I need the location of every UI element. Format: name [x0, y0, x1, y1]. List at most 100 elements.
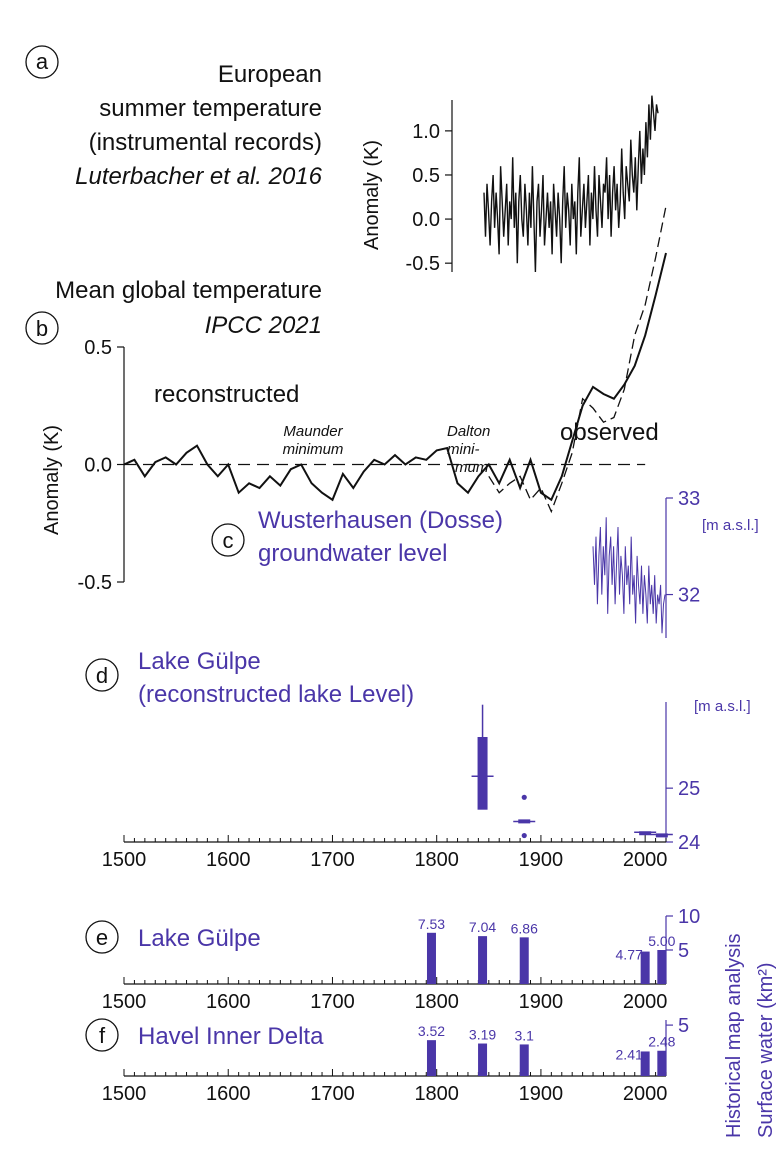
bar-data-label: 3.19: [469, 1027, 496, 1043]
panel-a-title-1: European: [218, 61, 322, 88]
f-tick-label: 1500: [102, 1083, 147, 1105]
f-tick-label: 5: [678, 1015, 689, 1037]
panel-d-y-axis: 25 24: [665, 702, 700, 854]
dalton-label-3: mum: [455, 459, 488, 476]
panel-b-source: IPCC 2021: [205, 312, 322, 339]
panel-b-letter: b: [36, 316, 48, 341]
panel-d-letter: d: [96, 663, 108, 688]
bar-data-label: 6.86: [511, 920, 538, 936]
d-tick-label: 1800: [414, 849, 459, 871]
bar: [640, 951, 650, 984]
panel-b-title: Mean global temperature: [55, 277, 322, 304]
e-tick-label: 1600: [206, 991, 251, 1013]
panel-f: f Havel Inner Delta 5 1500 1600 1700 1800 19…: [85, 1015, 689, 1105]
c-tick-label: 32: [678, 585, 700, 607]
bar-data-label: 7.04: [469, 919, 496, 935]
maunder-label-2: minimum: [283, 441, 344, 458]
lake-level-boxes: [471, 704, 673, 839]
box: [639, 831, 652, 836]
panel-c-unit: [m a.s.l.]: [702, 517, 759, 534]
bar: [426, 1040, 436, 1076]
panel-c-title-2: groundwater level: [258, 540, 447, 567]
bar: [640, 1051, 650, 1076]
panel-b-ylabel: Anomaly (K): [41, 425, 63, 535]
bar: [426, 932, 436, 984]
panel-b-circle: [25, 311, 59, 345]
bar: [657, 950, 667, 984]
e-tick-label: 10: [678, 906, 700, 928]
outlier-point: [521, 794, 527, 800]
panel-a-y-axis: 1.0 0.5 0.0 -0.5: [406, 100, 453, 275]
f-tick-label: 1600: [206, 1083, 251, 1105]
d-tick-label: 25: [678, 778, 700, 800]
panel-a: a European summer temperature (instrumen…: [25, 45, 659, 275]
b-tick-label: -0.5: [78, 572, 112, 594]
reconstructed-label: reconstructed: [154, 381, 299, 408]
bar-data-label: 3.1: [515, 1027, 535, 1043]
panel-f-x-axis: 1500 1600 1700 1800 1900 2000: [102, 1069, 668, 1105]
bar-data-label: 2.41: [616, 1046, 643, 1062]
panel-d: d Lake Gülpe (reconstructed lake Level) …: [85, 648, 751, 871]
panel-f-circle: [85, 1018, 119, 1052]
b-tick-label: 0.0: [84, 455, 112, 477]
box: [477, 737, 488, 810]
panel-c-y-axis: 33 32: [665, 488, 700, 638]
b-tick-label: 0.5: [84, 337, 112, 359]
bar: [478, 936, 488, 984]
e-tick-label: 1700: [310, 991, 355, 1013]
panel-c-circle: [211, 523, 245, 557]
panel-a-title-3: (instrumental records): [89, 129, 322, 156]
bar: [657, 1050, 667, 1076]
panel-b-y-axis: 0.5 0.0 -0.5: [78, 337, 125, 594]
dalton-label-1: Dalton: [447, 423, 490, 440]
lake-gulpe-bars: 7.53 7.04 6.86 4.77 5.00: [418, 916, 676, 984]
panel-e: e Lake Gülpe 10 5 1500 1600 1700 1800 1900 200…: [85, 906, 700, 1013]
reconstructed-line: [123, 252, 667, 502]
panel-b: Mean global temperature IPCC 2021 b Anom…: [25, 205, 667, 594]
bar: [519, 937, 529, 984]
box: [655, 833, 668, 838]
bar-data-label: 5.00: [648, 933, 675, 949]
d-tick-label: 1700: [310, 849, 355, 871]
d-tick-label: 2000: [623, 849, 668, 871]
e-tick-label: 1500: [102, 991, 147, 1013]
panel-c-title-1: Wusterhausen (Dosse): [258, 507, 503, 534]
c-tick-label: 33: [678, 488, 700, 510]
panel-a-ylabel: Anomaly (K): [361, 140, 383, 250]
right-axis-label-1: Historical map analysis: [723, 933, 745, 1138]
panel-c-letter: c: [223, 528, 234, 553]
e-tick-label: 2000: [623, 991, 668, 1013]
f-tick-label: 2000: [623, 1083, 668, 1105]
outlier-point: [521, 832, 527, 839]
d-tick-label: 1600: [206, 849, 251, 871]
panel-d-title-1: Lake Gülpe: [138, 648, 261, 675]
a-tick-label: 1.0: [412, 121, 440, 143]
e-tick-label: 5: [678, 940, 689, 962]
e-tick-label: 1900: [519, 991, 564, 1013]
panel-a-temperature-line: [483, 95, 659, 273]
groundwater-line: [592, 517, 666, 634]
f-tick-label: 1800: [414, 1083, 459, 1105]
panel-e-letter: e: [96, 925, 108, 950]
f-tick-label: 1700: [310, 1083, 355, 1105]
panel-d-title-2: (reconstructed lake Level): [138, 681, 414, 708]
bar: [519, 1044, 529, 1076]
panel-a-title-2: summer temperature: [99, 95, 322, 122]
a-tick-label: -0.5: [406, 253, 440, 275]
bar-data-label: 4.77: [616, 947, 643, 963]
panel-d-circle: [85, 658, 119, 692]
d-tick-label: 24: [678, 832, 700, 854]
panel-e-circle: [85, 920, 119, 954]
panel-a-circle: [25, 45, 59, 79]
panel-d-x-axis: 1500 1600 1700 1800 1900 2000: [102, 835, 668, 871]
bar-data-label: 7.53: [418, 916, 445, 932]
dalton-label-2: mini-: [447, 441, 480, 458]
panel-a-letter: a: [36, 49, 49, 74]
havel-delta-bars: 3.52 3.19 3.1 2.41 2.48: [418, 1023, 676, 1076]
right-axis-label-2: Surface water (km²): [755, 962, 777, 1138]
panel-f-title: Havel Inner Delta: [138, 1023, 324, 1050]
f-tick-label: 1900: [519, 1083, 564, 1105]
e-tick-label: 1800: [414, 991, 459, 1013]
panel-f-letter: f: [99, 1023, 106, 1048]
